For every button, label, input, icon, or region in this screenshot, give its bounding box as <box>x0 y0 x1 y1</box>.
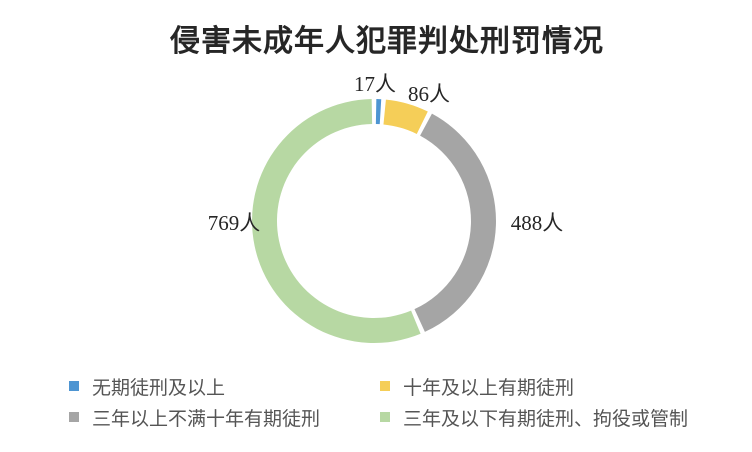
legend-item-over-ten-years: 十年及以上有期徒刑 <box>380 372 688 400</box>
data-label-under-three-years: 769人 <box>207 211 261 235</box>
legend-label: 三年及以下有期徒刑、拘役或管制 <box>403 408 689 430</box>
donut-slice-0 <box>375 99 382 125</box>
legend-label: 无期徒刑及以上 <box>92 377 226 399</box>
data-label-life-imprisonment: 17人 <box>354 72 396 96</box>
chart-legend: 无期徒刑及以上 十年及以上有期徒刑 三年以上不满十年有期徒刑 三年及以下有期徒刑… <box>69 372 688 431</box>
legend-item-under-three-years: 三年及以下有期徒刑、拘役或管制 <box>380 403 688 431</box>
legend-item-three-to-ten-years: 三年以上不满十年有期徒刑 <box>69 403 380 431</box>
data-label-three-to-ten-years: 488人 <box>510 211 564 235</box>
data-label-over-ten-years: 86人 <box>408 82 450 106</box>
legend-label: 三年以上不满十年有期徒刑 <box>92 408 321 430</box>
legend-item-life-imprisonment: 无期徒刑及以上 <box>69 372 380 400</box>
donut-slice-3 <box>252 99 421 343</box>
donut-slice-2 <box>414 113 496 332</box>
chart-title: 侵害未成年人犯罪判处刑罚情况 <box>170 25 604 58</box>
legend-swatch-blue-icon <box>69 381 79 391</box>
legend-label: 十年及以上有期徒刑 <box>403 377 575 399</box>
donut-slice-1 <box>383 99 428 134</box>
legend-swatch-yellow-icon <box>380 381 390 391</box>
legend-swatch-green-icon <box>380 412 390 422</box>
legend-swatch-gray-icon <box>69 412 79 422</box>
